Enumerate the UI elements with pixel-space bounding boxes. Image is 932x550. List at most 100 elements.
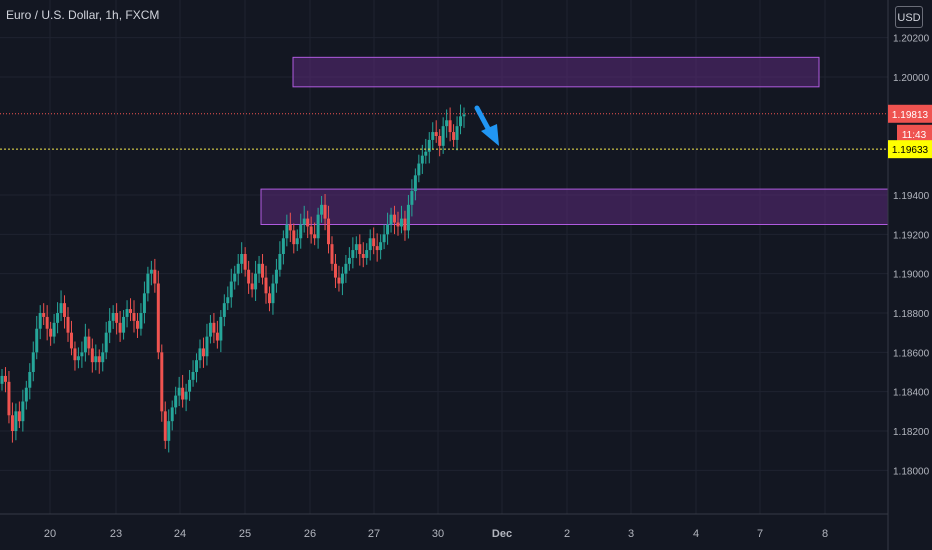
candle-body: [122, 316, 126, 333]
candle-body: [247, 269, 251, 284]
candle-body: [372, 238, 376, 247]
candle-body: [340, 273, 344, 284]
candle-body: [170, 407, 174, 422]
candle-body: [139, 313, 143, 329]
candle-body: [316, 214, 320, 239]
candle-body: [344, 263, 348, 274]
y-tick-label: 1.18000: [893, 466, 930, 477]
zone-box: [292, 56, 820, 88]
candle-body: [198, 348, 202, 361]
price-tags: 1.19813 11:43 1.19633: [888, 104, 932, 159]
y-tick-label: 1.18200: [893, 427, 930, 438]
arrow-head: [481, 124, 499, 146]
x-tick-label: 25: [239, 528, 251, 540]
candle-body: [52, 322, 56, 337]
candle-body: [424, 151, 428, 156]
candle-body: [261, 263, 265, 278]
candle-body: [434, 132, 438, 136]
candle-body: [243, 254, 247, 270]
candle-body: [28, 372, 32, 388]
candle-body: [160, 352, 164, 412]
candle-body: [101, 352, 105, 363]
candle-body: [163, 411, 167, 441]
y-axis-ticks: 1.20200 1.20000 1.19400 1.19200 1.19000 1.188…: [893, 34, 930, 478]
zone-box: [260, 188, 889, 226]
candle-body: [459, 116, 463, 127]
candle-body: [379, 242, 383, 251]
candle-body: [299, 224, 303, 239]
candle-body: [129, 309, 133, 313]
candle-body: [233, 273, 237, 282]
x-tick-label: 8: [822, 528, 828, 540]
x-tick-label: 27: [368, 528, 380, 540]
candle-body: [76, 356, 80, 361]
candle-body: [104, 332, 108, 353]
candle-body: [208, 322, 212, 337]
candle-body: [257, 263, 261, 274]
candle-body: [264, 277, 268, 294]
candle-body: [181, 387, 185, 400]
candle-body: [358, 244, 362, 254]
currency-button[interactable]: USD: [895, 6, 923, 28]
candle-body: [132, 313, 136, 321]
candle-body: [125, 309, 129, 317]
candle-body: [254, 273, 258, 290]
chart-title: Euro / U.S. Dollar, 1h, FXCM: [6, 8, 160, 22]
candle-body: [31, 352, 35, 372]
y-tick-label: 1.18800: [893, 309, 930, 320]
candle-body: [399, 218, 403, 227]
candle-body: [226, 297, 230, 304]
chart-zones: [260, 56, 889, 226]
candle-body: [156, 283, 160, 353]
candle-body: [236, 263, 240, 274]
candle-body: [406, 204, 410, 231]
candle-body: [368, 238, 372, 251]
x-tick-label: 30: [432, 528, 444, 540]
candle-body: [302, 218, 306, 225]
candle-body: [153, 269, 157, 284]
candle-body: [201, 348, 205, 357]
candle-body: [292, 230, 296, 245]
candle-body: [38, 313, 42, 329]
candle-body: [410, 191, 414, 205]
candle-body: [274, 269, 278, 284]
candle-body: [90, 348, 94, 363]
candle-body: [14, 411, 18, 431]
candle-body: [382, 234, 386, 243]
candle-body: [427, 139, 431, 152]
x-tick-label: Dec: [492, 528, 512, 540]
candle-body: [10, 415, 14, 431]
candle-body: [73, 348, 77, 361]
price-lines: [0, 113, 888, 150]
crosshair-price-label: 1.19633: [892, 145, 929, 156]
crosshair-price-tag: [888, 140, 932, 159]
last-price-tag: [888, 104, 932, 123]
candle-body: [333, 263, 337, 278]
candle-body: [455, 126, 459, 140]
candle-body: [135, 320, 139, 329]
candle-body: [63, 303, 67, 317]
candle-body: [59, 303, 63, 313]
candle-body: [146, 273, 150, 294]
candle-body: [386, 224, 390, 235]
candle-body: [403, 218, 407, 231]
x-tick-label: 3: [628, 528, 634, 540]
candle-body: [413, 175, 417, 192]
x-tick-label: 4: [693, 528, 699, 540]
candle-body: [215, 332, 219, 341]
candle-body: [24, 387, 28, 402]
candle-body: [281, 238, 285, 254]
y-tick-label: 1.19200: [893, 230, 930, 241]
candle-body: [49, 328, 53, 337]
candle-body: [389, 214, 393, 225]
countdown-tag: [897, 124, 932, 143]
candle-body: [354, 244, 358, 251]
candle-body: [83, 336, 87, 353]
candle-body: [195, 360, 199, 372]
candle-body: [295, 238, 299, 245]
candle-body: [337, 277, 341, 284]
candle-body: [285, 224, 289, 239]
candle-body: [441, 126, 445, 146]
candle-body: [222, 303, 226, 317]
